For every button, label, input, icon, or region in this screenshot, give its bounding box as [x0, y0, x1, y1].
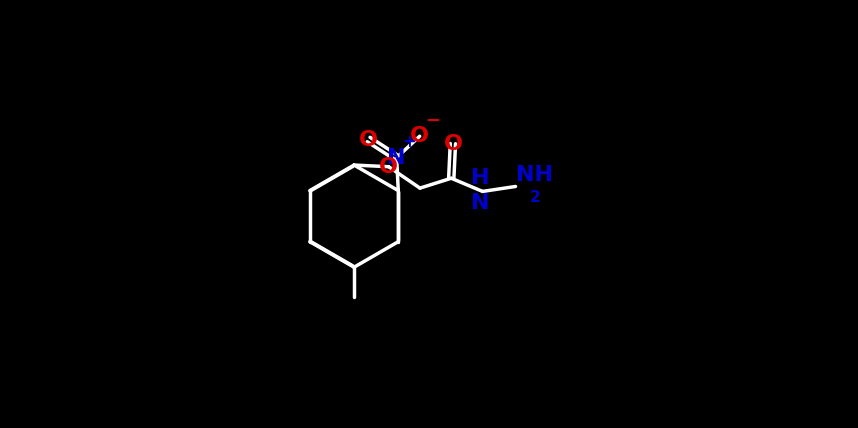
- Text: +: +: [402, 133, 416, 151]
- Text: NH: NH: [516, 165, 553, 185]
- Text: N: N: [471, 193, 489, 213]
- Text: O: O: [444, 134, 462, 154]
- Text: H: H: [471, 168, 489, 188]
- Text: O: O: [360, 130, 378, 149]
- Text: 2: 2: [529, 190, 541, 205]
- Text: O: O: [379, 157, 398, 177]
- Text: −: −: [425, 112, 440, 130]
- Text: O: O: [410, 126, 429, 146]
- Text: N: N: [387, 148, 406, 168]
